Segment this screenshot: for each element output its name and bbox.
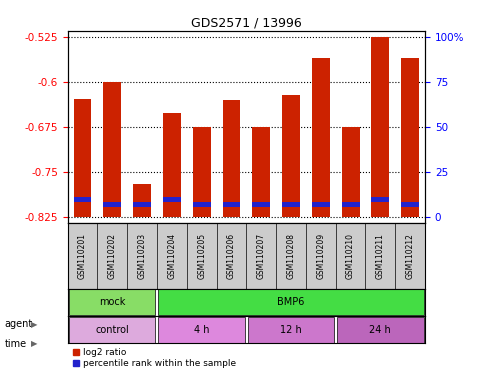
Text: GSM110201: GSM110201 xyxy=(78,233,87,279)
Text: mock: mock xyxy=(99,297,126,307)
Text: GSM110202: GSM110202 xyxy=(108,233,117,279)
FancyBboxPatch shape xyxy=(158,316,245,343)
Bar xyxy=(371,37,389,217)
Text: ▶: ▶ xyxy=(31,339,38,348)
Bar xyxy=(252,202,270,207)
Bar xyxy=(341,202,359,207)
Text: GSM110204: GSM110204 xyxy=(168,233,176,279)
Text: GSM110203: GSM110203 xyxy=(138,233,146,279)
Bar xyxy=(312,58,330,217)
Bar xyxy=(103,82,121,217)
Bar xyxy=(103,202,121,207)
Bar xyxy=(401,202,419,207)
Text: GSM110210: GSM110210 xyxy=(346,233,355,279)
Bar xyxy=(282,95,300,217)
Text: GSM110212: GSM110212 xyxy=(406,233,414,278)
Bar xyxy=(223,100,241,217)
Bar xyxy=(133,202,151,207)
Text: 12 h: 12 h xyxy=(280,325,302,335)
FancyBboxPatch shape xyxy=(337,316,424,343)
Bar xyxy=(73,197,91,202)
Bar xyxy=(371,197,389,202)
Text: BMP6: BMP6 xyxy=(277,297,305,307)
FancyBboxPatch shape xyxy=(69,289,156,315)
Bar xyxy=(401,58,419,217)
Text: GSM110207: GSM110207 xyxy=(257,233,266,279)
Bar xyxy=(163,197,181,202)
Text: GSM110208: GSM110208 xyxy=(286,233,296,279)
Bar xyxy=(252,127,270,217)
Text: GSM110206: GSM110206 xyxy=(227,233,236,279)
FancyBboxPatch shape xyxy=(158,289,424,315)
Title: GDS2571 / 13996: GDS2571 / 13996 xyxy=(191,17,302,30)
Bar xyxy=(341,127,359,217)
Bar xyxy=(133,184,151,217)
Text: 4 h: 4 h xyxy=(194,325,210,335)
Bar xyxy=(223,202,241,207)
Legend: log2 ratio, percentile rank within the sample: log2 ratio, percentile rank within the s… xyxy=(72,348,236,368)
Text: ▶: ▶ xyxy=(31,320,38,329)
Text: time: time xyxy=(5,339,27,349)
FancyBboxPatch shape xyxy=(248,316,334,343)
Text: GSM110209: GSM110209 xyxy=(316,233,325,279)
Bar xyxy=(312,202,330,207)
Bar xyxy=(282,202,300,207)
Bar xyxy=(193,127,211,217)
Bar xyxy=(193,202,211,207)
Bar xyxy=(163,113,181,217)
Text: agent: agent xyxy=(5,319,33,329)
Text: control: control xyxy=(96,325,129,335)
Bar xyxy=(73,99,91,217)
Text: GSM110205: GSM110205 xyxy=(197,233,206,279)
FancyBboxPatch shape xyxy=(69,316,156,343)
Text: GSM110211: GSM110211 xyxy=(376,233,385,278)
Text: 24 h: 24 h xyxy=(369,325,391,335)
